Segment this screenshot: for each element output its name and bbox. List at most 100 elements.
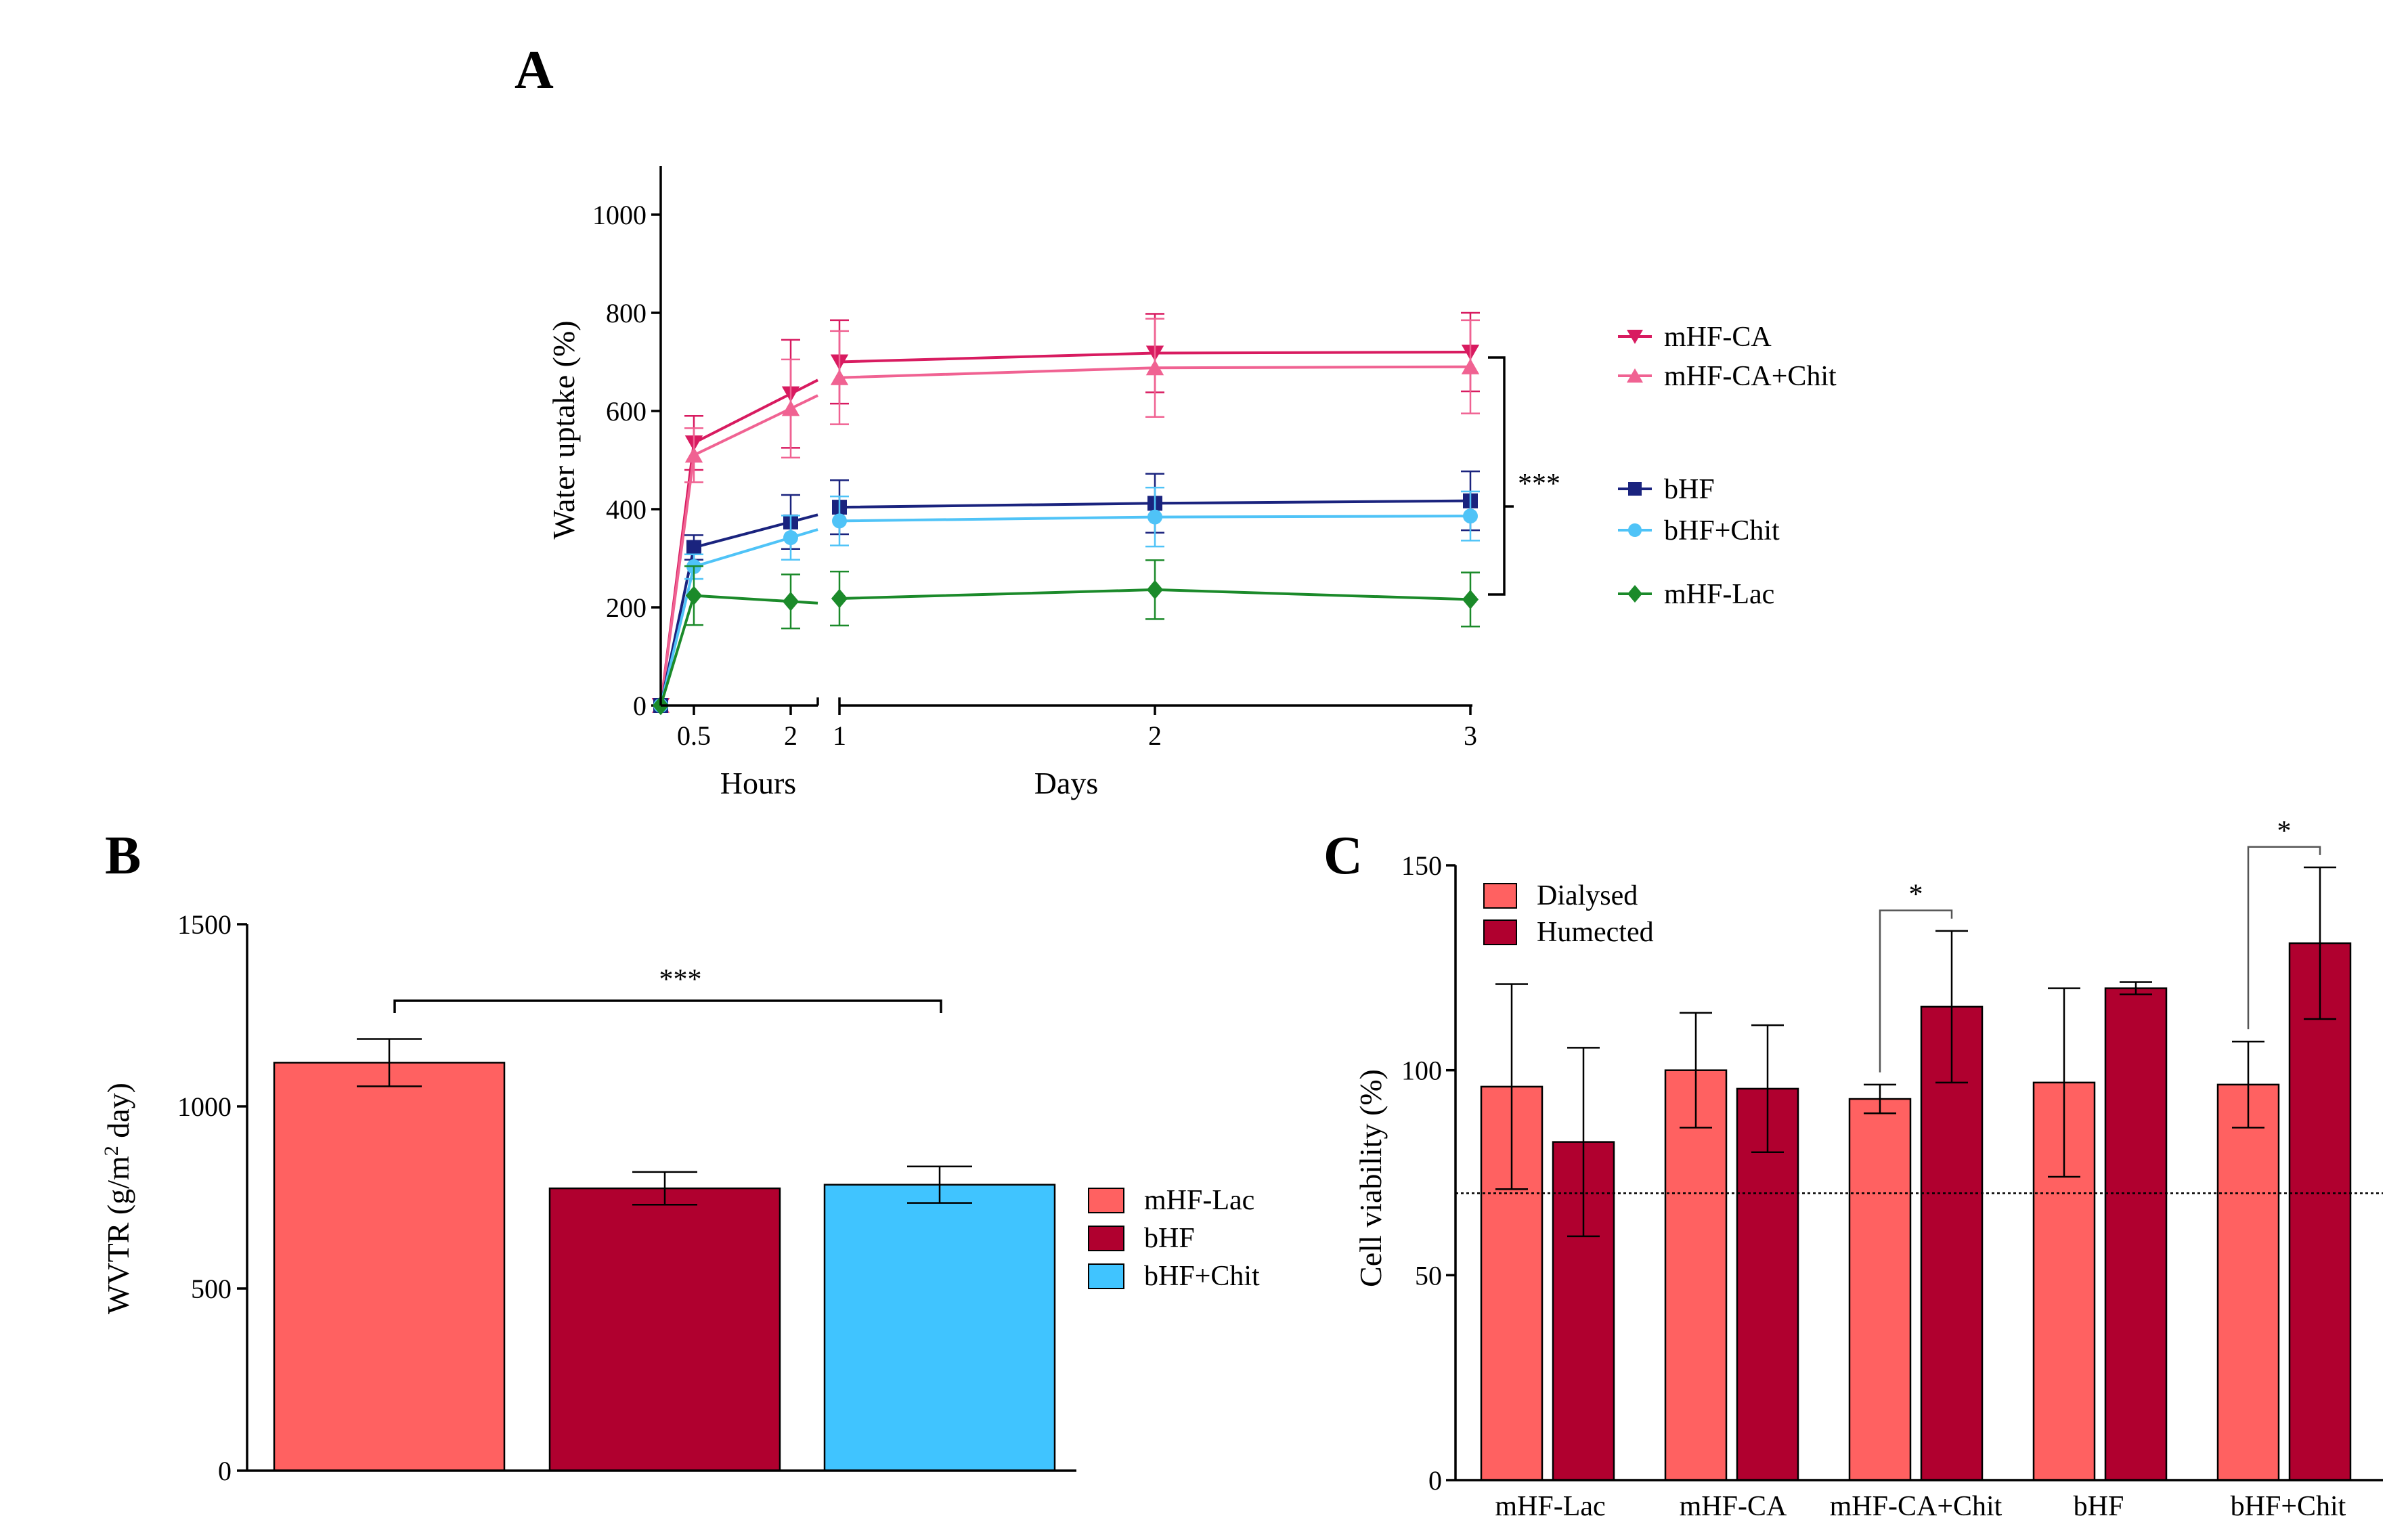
error-bar-bhf-chit [907, 1165, 972, 1204]
y-axis-label-a: Water uptake (%) [546, 320, 581, 539]
legend-marker-bhf-chit [1628, 523, 1642, 537]
legend-marker-mhf-ca [1627, 330, 1643, 344]
x-labels-c: mHF-Lac mHF-CA mHF-CA+Chit bHF bHF+Chit [1495, 1491, 2346, 1522]
data-point-bhf-chit [832, 513, 847, 529]
error-bar-mhf-ca-dialysed [1680, 1012, 1712, 1129]
y-tick-label-b: 0 [218, 1456, 232, 1486]
series-bhf-chit [653, 486, 1480, 713]
x-ticks-a: 0.5 2 1 2 3 [677, 697, 1477, 751]
legend-swatch-bhf [1088, 1226, 1124, 1251]
legend-swatch-bhf-chit [1088, 1263, 1124, 1289]
y-tick-label-c: 0 [1428, 1465, 1442, 1496]
bar-mhf-ca-chit-dialysed [1848, 1098, 1912, 1481]
x-label-mhf-lac: mHF-Lac [1495, 1491, 1605, 1522]
significance-bracket-a [1488, 356, 1506, 596]
legend-label-mhf-ca-chit: mHF-CA+Chit [1664, 361, 1837, 392]
bars-group-b [273, 1038, 1056, 1472]
y-ticks-c: 0 50 100 150 [1401, 850, 1455, 1496]
x-segment-label-hours: Hours [720, 766, 796, 800]
y-tick-label-a: 0 [633, 691, 647, 721]
bar-bhf-chit [823, 1184, 1056, 1472]
bar-bhf-chit-dialysed [2216, 1083, 2280, 1481]
y-tick-label-c: 100 [1401, 1056, 1442, 1086]
x-tick-label-hours: 2 [784, 720, 797, 751]
legend-swatch-humected [1483, 919, 1517, 945]
significance-bracket-b [393, 999, 942, 1013]
error-bar-bhf-humected [2120, 981, 2152, 995]
significance-bracket-mhf-ca-chit [1879, 909, 1953, 1073]
series-group-a [651, 311, 1480, 716]
y-tick-label-a: 400 [606, 494, 647, 525]
error-bar-bhf-dialysed [2048, 987, 2080, 1178]
significance-bracket-bhf-chit [2247, 846, 2321, 1030]
series-mhf-ca [651, 311, 1480, 714]
y-tick-label-c: 150 [1401, 850, 1442, 881]
line-hours-mhf-lac [659, 594, 818, 706]
x-tick-label-days: 3 [1464, 720, 1477, 751]
data-point-mhf-lac [1146, 580, 1164, 600]
y-ticks-b: 0 500 1000 1500 [177, 909, 247, 1486]
legend-label-mhf-lac: mHF-Lac [1664, 579, 1774, 610]
x-label-mhf-ca-chit: mHF-CA+Chit [1830, 1491, 2002, 1522]
legend-label-dialysed: Dialysed [1537, 880, 1638, 911]
error-bar-mhf-lac-humected [1567, 1047, 1600, 1238]
legend-label-mhf-lac: mHF-Lac [1144, 1185, 1254, 1216]
y-ticks-a: 0 200 400 600 800 1000 [592, 200, 661, 721]
y-axis-label-b-tail: day) [101, 1083, 135, 1146]
significance-label-bhf-chit: * [2277, 816, 2292, 847]
legend-marker-mhf-lac [1627, 585, 1642, 603]
bar-bhf [548, 1187, 781, 1472]
x-tick-label-hours: 0.5 [677, 720, 711, 751]
data-point-mhf-ca-chit [1145, 360, 1164, 376]
y-tick-label-b: 1000 [177, 1091, 232, 1122]
data-point-mhf-ca-chit [684, 447, 703, 463]
data-point-mhf-ca-chit [781, 400, 800, 416]
bar-mhf-ca-dialysed [1664, 1069, 1728, 1481]
panel-label-a: A [515, 41, 554, 100]
line-hours-bhf-chit [659, 528, 818, 706]
line-hours-mhf-ca-chit [659, 394, 818, 706]
legend-b: mHF-Lac bHF bHF+Chit [1088, 1185, 1260, 1292]
legend-label-bhf: bHF [1144, 1223, 1195, 1254]
legend-label-bhf: bHF [1664, 474, 1715, 505]
significance-label-a: *** [1518, 469, 1560, 500]
data-point-mhf-ca-chit [1461, 358, 1480, 374]
legend-marker-mhf-ca-chit [1627, 368, 1643, 383]
y-axis-label-b-sup: 2 [100, 1146, 123, 1156]
x-tick-label-days: 1 [833, 720, 846, 751]
y-tick-label-c: 50 [1415, 1260, 1442, 1291]
x-label-bhf: bHF [2074, 1491, 2124, 1522]
series-mhf-lac [652, 559, 1480, 716]
legend-label-bhf-chit: bHF+Chit [1664, 515, 1780, 546]
bar-mhf-ca-humected [1736, 1087, 1799, 1481]
legend-c: Dialysed Humected [1483, 880, 1654, 948]
error-bar-bhf [632, 1171, 697, 1206]
error-bar-mhf-lac-dialysed [1495, 983, 1528, 1190]
legend-label-humected: Humected [1537, 917, 1654, 948]
error-bar-mhf-lac [357, 1038, 422, 1087]
y-axis-label-b-main: WVTR (g/m [101, 1156, 135, 1314]
legend-a: mHF-CA mHF-CA+Chit bHF bHF+Chit mHF-Lac [1618, 322, 1837, 610]
x-label-mhf-ca: mHF-CA [1680, 1491, 1787, 1522]
panel-a: A Water uptake (%) Hours Days 0 200 400 600… [515, 41, 1837, 800]
significance-label-mhf-ca-chit: * [1909, 880, 1923, 911]
data-point-bhf-chit [783, 530, 798, 546]
error-bar-mhf-ca-chit-dialysed [1864, 1083, 1896, 1114]
series-mhf-ca-chit [651, 318, 1480, 713]
y-axis-label-b: WVTR (g/m2 day) [100, 1083, 135, 1314]
legend-swatch-mhf-lac [1088, 1188, 1124, 1213]
bar-bhf-humected [2104, 987, 2168, 1481]
bars-group-c [1480, 866, 2352, 1481]
error-bar-bhf-chit-dialysed [2232, 1041, 2264, 1129]
x-label-bhf-chit: bHF+Chit [2231, 1491, 2346, 1522]
data-point-mhf-ca-chit [830, 369, 849, 385]
x-tick-label-days: 2 [1148, 720, 1162, 751]
error-bar-bhf-chit-humected [2304, 866, 2336, 1020]
data-point-mhf-lac [782, 592, 800, 611]
data-point-mhf-lac [831, 588, 848, 609]
panel-b: B WVTR (g/m2 day) 0 500 1000 1500 mHF-Lac bH… [100, 826, 1260, 1486]
bar-mhf-lac [273, 1062, 506, 1472]
data-point-bhf [686, 540, 701, 555]
